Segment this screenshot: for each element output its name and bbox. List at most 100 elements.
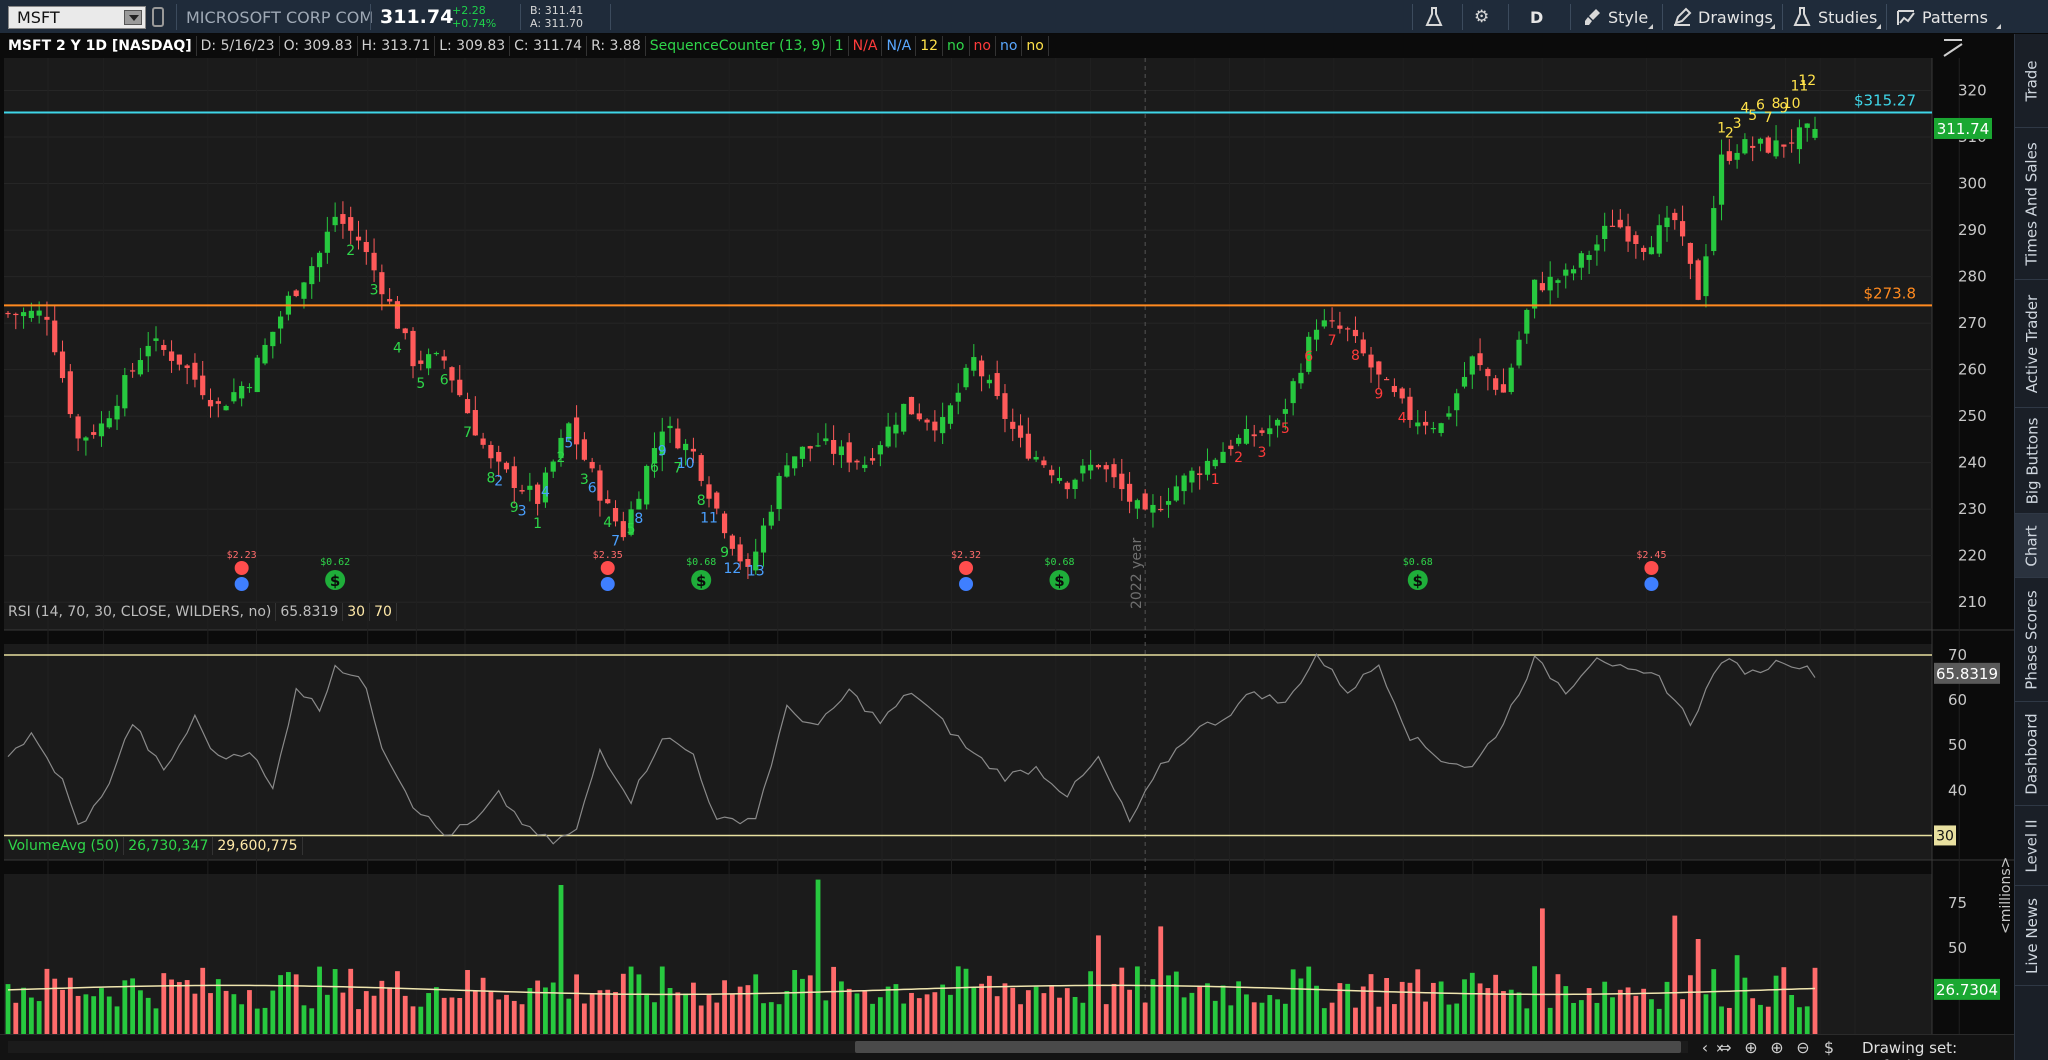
candle-body — [1212, 459, 1218, 467]
patterns-button[interactable]: Patterns — [1896, 0, 1988, 34]
sequence-count-label: 4 — [1398, 410, 1407, 426]
tab-chart[interactable]: Chart — [2015, 514, 2048, 578]
volume-bar — [955, 966, 961, 1034]
symbol-input[interactable]: MSFT — [8, 6, 146, 29]
dividend-dollar-icon: $ — [1054, 572, 1064, 590]
volume-bar — [815, 879, 821, 1034]
candle-body — [106, 418, 112, 428]
scrollbar-thumb[interactable] — [855, 1041, 1681, 1053]
symbol-dropdown-icon[interactable] — [124, 10, 142, 25]
volume-bar — [200, 967, 206, 1034]
candle-body — [1477, 353, 1483, 366]
rsi-value-tag-label: 65.8319 — [1936, 665, 1998, 683]
candle-body — [1547, 276, 1553, 291]
candle-body — [1500, 384, 1507, 393]
link-chain-icon[interactable] — [152, 7, 164, 27]
scroll-right-icon[interactable]: › — [1715, 1038, 1723, 1057]
sequence-count-label: 9 — [1374, 387, 1383, 403]
candle-body — [379, 272, 385, 295]
draw-line-icon[interactable] — [1942, 36, 1966, 58]
price-tick-label: 280 — [1958, 268, 1987, 286]
dollar-icon[interactable]: $ — [1823, 1038, 1835, 1057]
scroll-left-icon[interactable]: ‹ — [1701, 1038, 1709, 1057]
volume-bar — [862, 991, 868, 1034]
candle-body — [161, 345, 167, 350]
candle-body — [1282, 409, 1288, 414]
volume-bar — [1275, 999, 1280, 1034]
earnings-icon — [600, 561, 615, 575]
candle-body — [153, 338, 159, 341]
volume-bar — [1765, 1006, 1771, 1034]
toolbar-divider — [1662, 4, 1663, 30]
volume-bar — [831, 966, 837, 1034]
candle-body — [13, 313, 19, 316]
candle-body — [348, 217, 354, 231]
candle-body — [776, 475, 782, 510]
flask-button[interactable] — [1424, 0, 1444, 34]
candle-body — [831, 440, 837, 454]
volume-bar — [1625, 987, 1631, 1034]
zoom-in-icon[interactable]: ⊕ — [1770, 1038, 1784, 1057]
volume-bar — [161, 973, 167, 1034]
volume-bar — [215, 979, 221, 1034]
chart-title[interactable]: MSFT 2 Y 1D [NASDAQ] — [0, 36, 197, 56]
candle-body — [768, 511, 774, 526]
price-panel[interactable] — [4, 58, 1932, 630]
candle-body — [1765, 137, 1771, 153]
volume-bar — [1680, 999, 1685, 1034]
volume-bar — [659, 966, 665, 1034]
settings-button[interactable]: ⚙ — [1474, 0, 1495, 34]
sequence-count-label: 6 — [588, 480, 597, 496]
candle-body — [418, 360, 424, 364]
volume-bar — [1617, 989, 1623, 1034]
tab-live-news[interactable]: Live News — [2015, 886, 2048, 986]
tab-active-trader[interactable]: Active Trader — [2015, 280, 2048, 408]
volume-bar — [706, 994, 712, 1034]
tab-dashboard[interactable]: Dashboard — [2015, 702, 2048, 806]
price-tick-label: 220 — [1958, 547, 1987, 565]
volume-bar — [153, 1008, 159, 1034]
study-name[interactable]: SequenceCounter (13, 9) — [646, 36, 831, 56]
rsi-os: 70 — [370, 603, 397, 621]
drawings-button[interactable]: Drawings — [1672, 0, 1773, 34]
candle-body — [410, 330, 416, 367]
candle-body — [1469, 356, 1475, 375]
sequence-count-label: 5 — [416, 376, 425, 392]
volume-title[interactable]: VolumeAvg (50) — [4, 837, 125, 855]
volume-bar — [916, 998, 922, 1034]
style-button[interactable]: Style — [1582, 0, 1648, 34]
volume-bar — [348, 968, 354, 1034]
studies-button[interactable]: Studies — [1792, 0, 1877, 34]
rsi-panel[interactable] — [4, 644, 1932, 860]
tab-trade[interactable]: Trade — [2015, 34, 2048, 128]
candle-body — [1524, 309, 1530, 334]
tab-phase-scores[interactable]: Phase Scores — [2015, 578, 2048, 702]
volume-bar — [901, 1003, 907, 1034]
tab-level-ii[interactable]: Level II — [2015, 806, 2048, 886]
crosshair-icon[interactable]: ⊕ — [1744, 1038, 1758, 1057]
candle-body — [1508, 367, 1514, 392]
volume-bar — [1415, 969, 1421, 1034]
expand-icon[interactable]: ⇔ — [1718, 1038, 1732, 1057]
candle-body — [1485, 368, 1491, 377]
candle-body — [246, 386, 253, 389]
volume-bar — [1524, 1008, 1530, 1034]
ask-value: A: 311.70 — [530, 17, 584, 30]
zoom-out-icon[interactable]: ⊖ — [1796, 1038, 1810, 1057]
candle-body — [1251, 434, 1257, 437]
tab-times-and-sales[interactable]: Times And Sales — [2015, 128, 2048, 280]
tab-big-buttons[interactable]: Big Buttons — [2015, 408, 2048, 514]
volume-bar — [247, 990, 252, 1034]
candle-body — [254, 357, 260, 393]
rsi-title[interactable]: RSI (14, 70, 30, CLOSE, WILDERS, no) — [4, 603, 277, 621]
earnings-info-icon — [234, 577, 249, 591]
sequence-count-label: 8 — [486, 470, 495, 486]
timeframe-button[interactable]: D — [1530, 0, 1543, 34]
candle-body — [542, 472, 549, 503]
volume-bar — [1547, 1007, 1553, 1034]
drawing-set-label[interactable]: Drawing set: Default — [1862, 1039, 1958, 1060]
sequence-count-label: 6 — [1756, 97, 1765, 113]
candle-body — [854, 460, 860, 463]
candle-body — [690, 448, 697, 452]
